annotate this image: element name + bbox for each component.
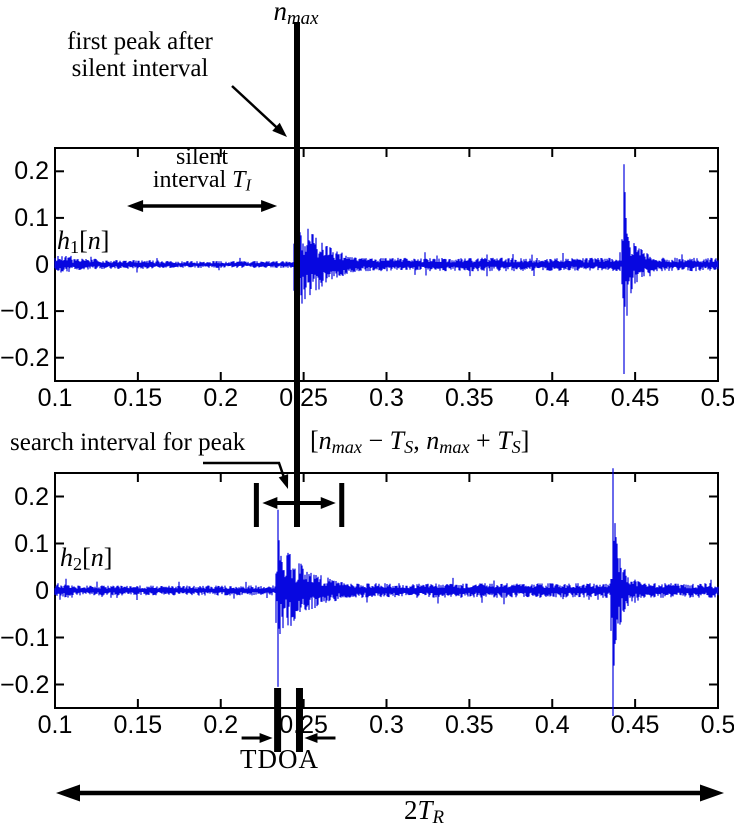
x-tick-label: 0.15 — [113, 384, 163, 412]
search-interval-formula: [nmax − TS, nmax + TS] — [310, 426, 530, 457]
y-tick-label: −0.2 — [0, 343, 50, 372]
first-peak-annotation-line2: silent interval — [71, 55, 209, 82]
x-tick-label: 0.25 — [279, 711, 328, 739]
x-tick-label: 0.45 — [610, 711, 660, 739]
y-tick-label: −0.2 — [0, 670, 50, 699]
x-tick-label: 0.4 — [534, 384, 570, 412]
x-tick-label: 0.1 — [37, 384, 73, 412]
x-tick-label: 0.5 — [700, 384, 734, 412]
search-interval-label: search interval for peak — [10, 429, 246, 456]
x-tick-label: 0.45 — [610, 384, 660, 412]
silent-interval-line1: silent — [176, 144, 228, 170]
x-tick-label: 0.1 — [37, 711, 73, 739]
first-peak-annotation-line1: first peak after — [67, 28, 213, 55]
y-tick-label: 0.2 — [14, 482, 49, 511]
y-tick-label: −0.1 — [0, 623, 50, 652]
y-tick-label: 0.1 — [14, 529, 49, 558]
h2-waveform — [54, 468, 719, 716]
silent-interval-line2: interval TI — [152, 167, 252, 195]
x-tick-label: 0.2 — [203, 384, 239, 412]
h1-waveform — [54, 149, 719, 380]
total-span-label: 2TR — [404, 795, 445, 829]
x-tick-label: 0.3 — [369, 711, 404, 739]
x-tick-label: 0.5 — [700, 711, 734, 739]
y-tick-label: 0.1 — [14, 203, 49, 232]
tdoa-label: TDOA — [240, 744, 319, 774]
y-tick-label: 0 — [35, 250, 49, 279]
nmax-label: nmax — [273, 0, 319, 30]
x-tick-label: 0.35 — [445, 384, 494, 412]
y-tick-label: 0.2 — [14, 157, 49, 186]
x-tick-label: 0.35 — [445, 711, 494, 739]
h2-series-label: h2[n] — [60, 543, 113, 574]
x-tick-label: 0.15 — [113, 711, 163, 739]
first-peak-annotation: first peak after silent interval — [35, 28, 245, 82]
x-tick-label: 0.2 — [203, 711, 239, 739]
y-tick-label: 0 — [35, 576, 49, 605]
x-tick-label: 0.4 — [534, 711, 570, 739]
x-tick-label: 0.3 — [369, 384, 404, 412]
silent-interval-annotation: silent interval TI — [120, 144, 284, 197]
y-tick-label: −0.1 — [0, 297, 50, 326]
h1-series-label: h1[n] — [57, 226, 110, 257]
x-tick-label: 0.25 — [279, 384, 328, 412]
